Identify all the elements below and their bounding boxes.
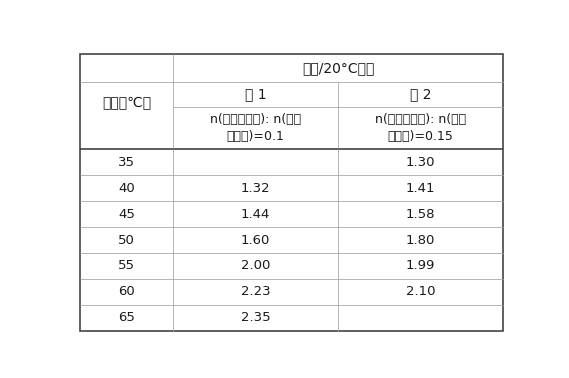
Text: 40: 40 [118, 182, 135, 195]
Text: 1.58: 1.58 [406, 208, 435, 221]
Text: 1.41: 1.41 [406, 182, 435, 195]
Text: 1.44: 1.44 [241, 208, 270, 221]
Text: 2.23: 2.23 [241, 285, 270, 298]
Text: 2.00: 2.00 [241, 259, 270, 273]
Text: 膜 2: 膜 2 [410, 87, 431, 101]
Text: 1.30: 1.30 [406, 156, 435, 169]
Text: n(六氟磷酸钒): n(乙烯: n(六氟磷酸钒): n(乙烯 [375, 113, 466, 126]
Text: 1.32: 1.32 [241, 182, 270, 195]
Text: 50: 50 [118, 234, 135, 246]
Text: 60: 60 [118, 285, 135, 298]
Text: 65: 65 [118, 311, 135, 324]
Text: 35: 35 [118, 156, 135, 169]
Text: 1.80: 1.80 [406, 234, 435, 246]
Text: 1.60: 1.60 [241, 234, 270, 246]
Text: 2.10: 2.10 [406, 285, 435, 298]
Text: 基咋唇)=0.1: 基咋唇)=0.1 [226, 130, 284, 143]
Text: 2.35: 2.35 [241, 311, 270, 324]
Text: 55: 55 [118, 259, 135, 273]
Text: n(六氟磷酸钒): n(乙烯: n(六氟磷酸钒): n(乙烯 [210, 113, 301, 126]
Text: 1.99: 1.99 [406, 259, 435, 273]
Text: 膜 1: 膜 1 [245, 87, 266, 101]
Text: 45: 45 [118, 208, 135, 221]
Text: 基咋唇)=0.15: 基咋唇)=0.15 [388, 130, 453, 143]
Text: 温度（℃）: 温度（℃） [102, 95, 151, 109]
Text: 通量/20°C通量: 通量/20°C通量 [302, 61, 374, 75]
